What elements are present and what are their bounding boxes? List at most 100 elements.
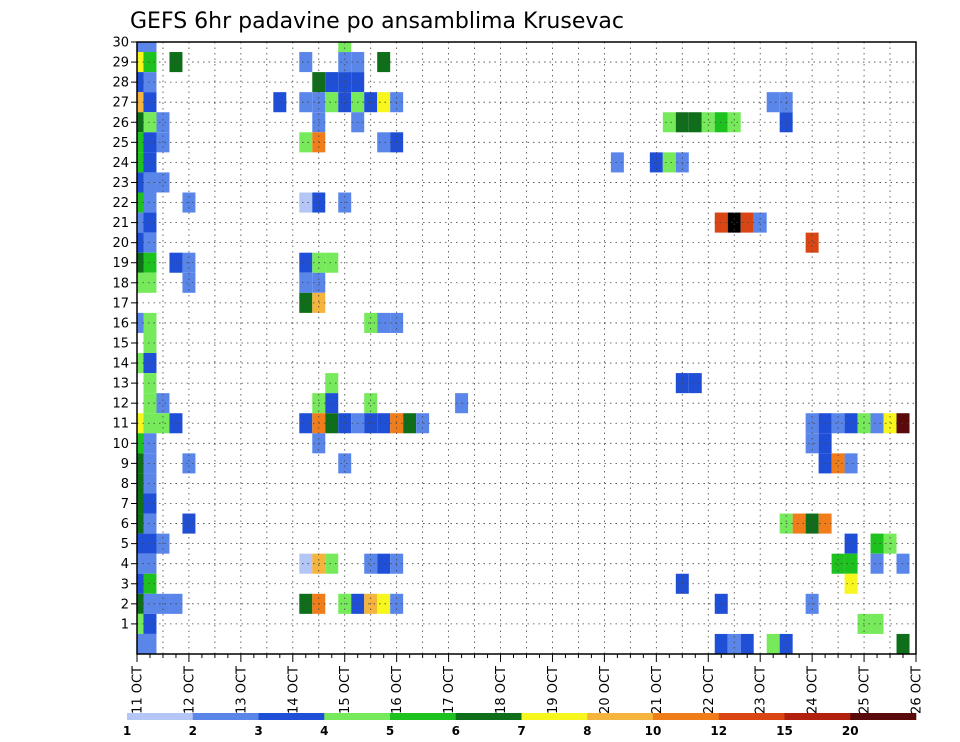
- x-tick-label: 16 OCT: [390, 666, 405, 714]
- heatmap-cell: [338, 72, 352, 93]
- heatmap-cell: [883, 413, 897, 434]
- x-tick-label: 20 OCT: [598, 666, 613, 714]
- x-tick-label: 24 OCT: [806, 666, 821, 714]
- heatmap-cell: [779, 633, 793, 654]
- heatmap-cell: [844, 573, 858, 594]
- heatmap-cell: [143, 92, 157, 113]
- heatmap-cell: [377, 132, 391, 153]
- heatmap-cell: [137, 252, 144, 273]
- heatmap-cell: [299, 413, 313, 434]
- heatmap-cell: [137, 593, 144, 614]
- heatmap-cell: [299, 132, 313, 153]
- heatmap-cell: [338, 92, 352, 113]
- colorbar-swatch: [390, 713, 457, 720]
- x-tick-label: 17 OCT: [442, 666, 457, 714]
- colorbar-label: 2: [189, 724, 197, 738]
- y-tick-label: 5: [121, 537, 129, 552]
- y-tick-label: 23: [112, 176, 129, 191]
- heatmap-cell: [753, 212, 767, 233]
- colorbar-swatch: [653, 713, 720, 720]
- y-tick-label: 10: [112, 437, 129, 452]
- y-tick-label: 26: [112, 116, 129, 131]
- heatmap-cell: [377, 92, 391, 113]
- heatmap-cell: [143, 252, 157, 273]
- x-axis: 11 OCT 12 OCT 13 OCT 14 OCT 15 OCT 16 OCT 17 O…: [131, 654, 925, 714]
- colorbar-label: 7: [517, 724, 525, 738]
- y-tick-label: 21: [112, 216, 129, 231]
- heatmap-cells: [137, 42, 910, 654]
- heatmap-cell: [896, 553, 910, 574]
- x-tick-label: 12 OCT: [182, 666, 197, 714]
- heatmap-cell: [338, 52, 352, 73]
- y-tick-label: 24: [112, 156, 129, 171]
- colorbar-label: 12: [710, 724, 727, 738]
- heatmap-cell: [662, 152, 676, 173]
- heatmap-cell: [137, 212, 144, 233]
- heatmap-cell: [377, 553, 391, 574]
- y-tick-label: 18: [112, 276, 129, 291]
- heatmap-cell: [137, 132, 144, 153]
- heatmap-cell: [137, 232, 144, 253]
- heatmap-cell: [143, 212, 157, 233]
- heatmap-cell: [792, 513, 806, 534]
- heatmap-cell: [137, 453, 144, 474]
- heatmap-cell: [143, 453, 157, 474]
- y-tick-label: 27: [112, 96, 129, 111]
- heatmap-cell: [143, 172, 157, 193]
- y-tick-label: 17: [112, 296, 129, 311]
- colorbar-swatch: [521, 713, 588, 720]
- x-tick-label: 25 OCT: [858, 666, 873, 714]
- heatmap-cell: [143, 353, 157, 374]
- colorbar-swatch: [784, 713, 851, 720]
- heatmap-cell: [143, 573, 157, 594]
- heatmap-cell: [766, 92, 780, 113]
- heatmap-cell: [143, 473, 157, 494]
- heatmap-cell: [831, 413, 845, 434]
- colorbar-swatch: [258, 713, 325, 720]
- heatmap-cell: [137, 312, 144, 333]
- heatmap-cell: [299, 252, 313, 273]
- heatmap-cell: [299, 52, 313, 73]
- heatmap-cell: [137, 633, 144, 654]
- heatmap-cell: [299, 292, 313, 313]
- colorbar-label: 15: [776, 724, 793, 738]
- heatmap-cell: [338, 413, 352, 434]
- colorbar-label: 4: [320, 724, 328, 738]
- colorbar-swatch: [850, 713, 917, 720]
- x-tick-label: 11 OCT: [131, 666, 146, 714]
- y-tick-label: 12: [112, 397, 129, 412]
- y-tick-label: 11: [112, 417, 129, 432]
- heatmap-cell: [338, 453, 352, 474]
- heatmap-cell: [137, 413, 144, 434]
- heatmap-cell: [143, 433, 157, 454]
- heatmap-cell: [137, 72, 144, 93]
- colorbar-swatch: [192, 713, 259, 720]
- heatmap-cell: [299, 553, 313, 574]
- heatmap-cell: [137, 573, 144, 594]
- heatmap-cell: [364, 393, 378, 414]
- grid-lines: [136, 41, 917, 654]
- heatmap-cell: [364, 92, 378, 113]
- heatmap-cell: [137, 152, 144, 173]
- heatmap-cell: [137, 493, 144, 514]
- y-tick-label: 8: [121, 477, 129, 492]
- heatmap-cell: [649, 152, 663, 173]
- chart-title: GEFS 6hr padavine po ansamblima Krusevac: [130, 9, 624, 34]
- heatmap-cell: [143, 52, 157, 73]
- colorbar-swatch: [587, 713, 654, 720]
- y-tick-label: 13: [112, 377, 129, 392]
- heatmap-cell: [156, 112, 170, 133]
- heatmap-cell: [870, 553, 884, 574]
- y-tick-label: 7: [121, 497, 129, 512]
- heatmap-cell: [143, 633, 157, 654]
- heatmap-cell: [137, 553, 144, 574]
- heatmap-cell: [299, 192, 313, 213]
- y-tick-label: 30: [112, 36, 129, 51]
- heatmap-cell: [143, 513, 157, 534]
- heatmap-cell: [143, 272, 157, 293]
- heatmap-cell: [143, 72, 157, 93]
- plot-frame: [136, 41, 917, 655]
- colorbar-swatch: [455, 713, 522, 720]
- heatmap-cell: [143, 373, 157, 394]
- heatmap-cell: [143, 112, 157, 133]
